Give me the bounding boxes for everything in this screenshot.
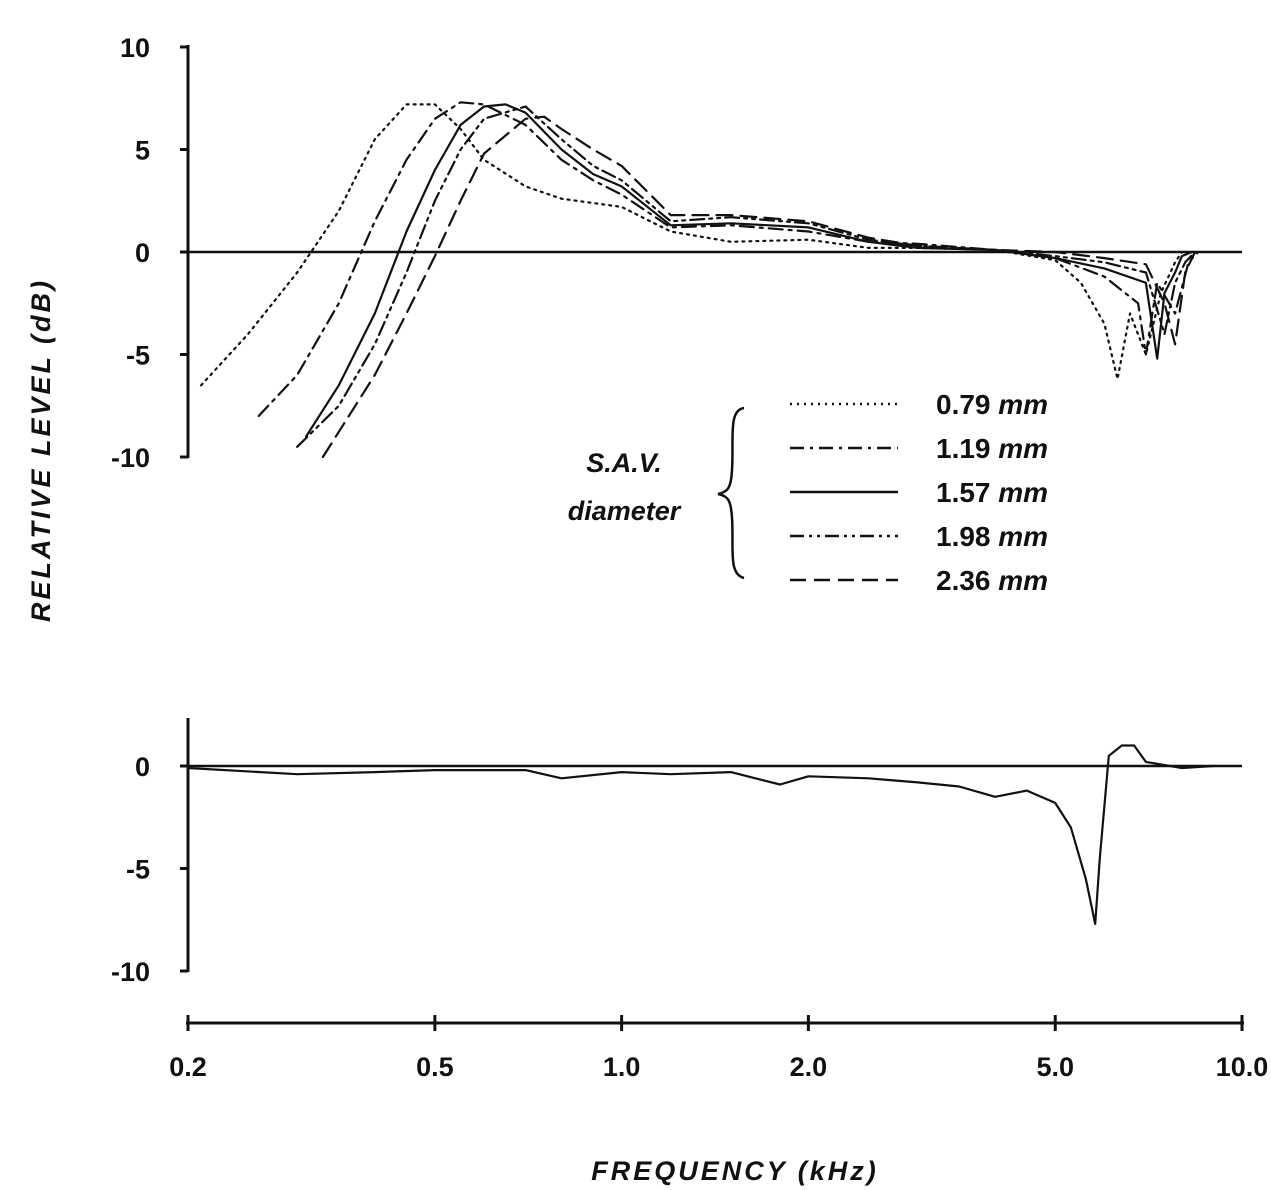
legend-label: 1.19 mm: [936, 433, 1048, 464]
x-tick-label: 0.5: [416, 1052, 454, 1082]
bottom-y-tick-label: -10: [111, 957, 150, 987]
top-y-tick-label: 10: [120, 33, 150, 63]
legend-title: diameter: [568, 496, 682, 526]
x-tick-label: 10.0: [1216, 1052, 1269, 1082]
legend: S.A.V. diameter 0.79 mm 1.19 mm 1.57 mm 1.98 …: [568, 389, 1048, 596]
bottom-y-tick-label: -5: [126, 855, 150, 885]
y-axis-title: RELATIVE LEVEL (dB): [26, 278, 56, 622]
top-y-tick-label: 5: [135, 136, 150, 166]
legend-label: 1.98 mm: [936, 521, 1048, 552]
bottom-panel-chart: 0 -5 -10: [111, 718, 1242, 987]
top-y-tick-label: -5: [126, 341, 150, 371]
bottom-series-line: [186, 744, 1215, 925]
x-axis: 0.2 0.5 1.0 2.0 5.0 10.0: [169, 1015, 1268, 1082]
legend-label: 2.36 mm: [936, 565, 1048, 596]
x-tick-label: 5.0: [1036, 1052, 1074, 1082]
legend-label: 1.57 mm: [936, 477, 1048, 508]
legend-label: 0.79 mm: [936, 389, 1048, 420]
x-axis-title: FREQUENCY (kHz): [591, 1156, 879, 1186]
top-y-tick-label: 0: [135, 238, 150, 268]
top-y-tick-label: -10: [111, 443, 150, 473]
top-series-line: [321, 115, 1197, 459]
top-series-line: [305, 103, 1193, 438]
legend-title: S.A.V.: [586, 448, 662, 478]
x-tick-label: 2.0: [790, 1052, 828, 1082]
x-tick-label: 1.0: [603, 1052, 641, 1082]
top-series-line: [200, 103, 1183, 387]
x-tick-label: 0.2: [169, 1052, 207, 1082]
top-series-line: [257, 101, 1200, 418]
top-panel-chart: 10 5 0 -5 -10: [111, 33, 1242, 473]
legend-brace: [717, 406, 745, 580]
bottom-y-tick-label: 0: [135, 752, 150, 782]
top-series-line: [296, 105, 1197, 448]
